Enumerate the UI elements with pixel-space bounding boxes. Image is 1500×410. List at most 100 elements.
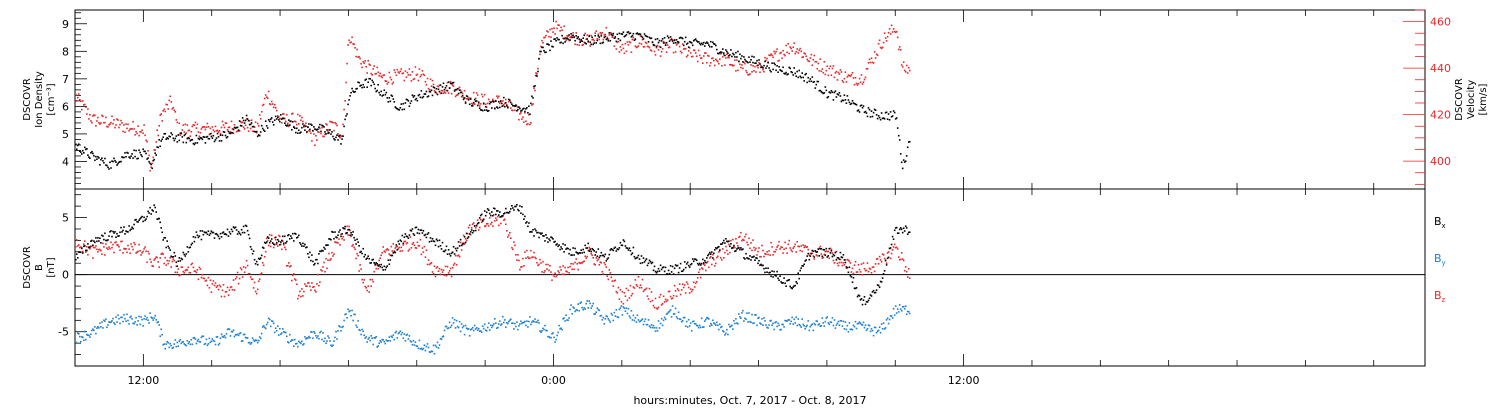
velocity-series-point: [530, 121, 532, 124]
bx-series-point: [545, 234, 547, 236]
density-series-point: [729, 54, 731, 56]
density-series-point: [827, 96, 830, 98]
by-series-point: [329, 340, 331, 342]
density-series-point: [756, 59, 758, 62]
bz-series-point: [108, 246, 110, 248]
bx-series-point: [125, 230, 127, 232]
velocity-series-point: [140, 131, 142, 133]
bx-series-point: [642, 257, 645, 259]
bx-series-point: [620, 244, 623, 246]
density-series-point: [548, 44, 550, 46]
by-series-point: [482, 327, 485, 330]
by-series-point: [648, 325, 651, 327]
bx-series-point: [786, 279, 788, 282]
velocity-series-point: [333, 129, 335, 132]
density-series-point: [126, 151, 128, 154]
bz-series-point: [354, 248, 356, 250]
density-series-point: [526, 107, 528, 109]
density-series-point: [357, 81, 359, 83]
velocity-series-point: [481, 95, 484, 98]
bx-series-point: [384, 268, 387, 271]
density-series-point: [887, 113, 890, 115]
bx-series-point: [747, 257, 749, 260]
density-series-point: [510, 101, 512, 104]
bx-series-point: [399, 239, 402, 241]
velocity-series-point: [152, 156, 154, 159]
bz-series-point: [627, 289, 630, 292]
bz-series-point: [237, 282, 240, 285]
bx-series-point: [434, 244, 437, 247]
by-series-point: [434, 344, 437, 347]
bx-series-point: [845, 266, 848, 268]
bz-series-point: [392, 243, 395, 245]
velocity-series-point: [359, 57, 361, 60]
bx-series-point: [187, 251, 190, 253]
bx-series-point: [154, 206, 156, 209]
density-series-point: [712, 41, 714, 44]
velocity-series-point: [878, 39, 881, 42]
velocity-series-point: [630, 51, 633, 53]
velocity-series-point: [110, 121, 112, 124]
bx-series-point: [743, 257, 745, 259]
bx-series-point: [442, 250, 445, 253]
density-series-point: [355, 88, 357, 90]
bz-series-point: [415, 247, 418, 249]
velocity-series-point: [565, 39, 567, 42]
by-series-point: [144, 315, 146, 317]
bx-series-point: [111, 235, 113, 238]
velocity-series-point: [369, 64, 371, 66]
bz-series-point: [515, 254, 517, 256]
bz-series-point: [91, 245, 93, 248]
by-series-point: [620, 305, 623, 307]
bz-series-point: [841, 264, 844, 267]
velocity-series-point: [401, 72, 404, 75]
by-series-point: [174, 339, 177, 341]
by-series-point: [370, 335, 372, 337]
bz-series-point: [868, 267, 871, 270]
bx-series-point: [347, 229, 349, 231]
by-series-point: [890, 315, 893, 317]
by-series-point: [83, 339, 85, 342]
by-series-point: [775, 321, 777, 323]
by-series-point: [94, 326, 96, 328]
velocity-series-point: [527, 123, 529, 125]
bx-series-point: [630, 253, 633, 256]
density-series-point: [761, 66, 763, 68]
by-series-point: [770, 319, 772, 322]
bz-series-point: [653, 306, 656, 309]
bz-series-point: [639, 284, 642, 286]
bx-series-point: [828, 247, 831, 250]
velocity-series-point: [518, 118, 520, 121]
by-series-point: [550, 336, 552, 339]
density-series-point: [83, 152, 85, 154]
density-series-point: [233, 126, 236, 129]
density-series-point: [337, 139, 339, 141]
bz-series-point: [483, 225, 486, 228]
density-series-point: [256, 135, 259, 138]
density-series-point: [340, 143, 342, 145]
velocity-series-point: [119, 123, 121, 126]
bx-series-point: [287, 234, 289, 237]
bz-series-point: [666, 299, 669, 301]
density-series-point: [283, 117, 285, 120]
velocity-series-point: [829, 65, 832, 67]
by-series-point: [749, 320, 751, 323]
density-series-point: [304, 129, 306, 131]
bz-series-point: [423, 245, 426, 248]
bx-series-point: [361, 252, 363, 255]
by-series-point: [523, 321, 525, 324]
bz-series-point: [210, 291, 213, 293]
by-series-point: [593, 313, 595, 315]
velocity-series-point: [219, 132, 222, 135]
bx-series-point: [320, 250, 322, 253]
bz-series-point: [716, 256, 718, 259]
density-series-point: [794, 72, 796, 75]
velocity-series-point: [686, 54, 689, 57]
bz-series-point: [199, 268, 202, 270]
velocity-series-point: [823, 61, 826, 63]
velocity-series-point: [567, 35, 569, 37]
velocity-series-point: [755, 71, 757, 73]
bz-series-point: [547, 263, 549, 266]
legend-subscript: z: [1442, 296, 1446, 304]
bx-series-point: [490, 214, 492, 217]
